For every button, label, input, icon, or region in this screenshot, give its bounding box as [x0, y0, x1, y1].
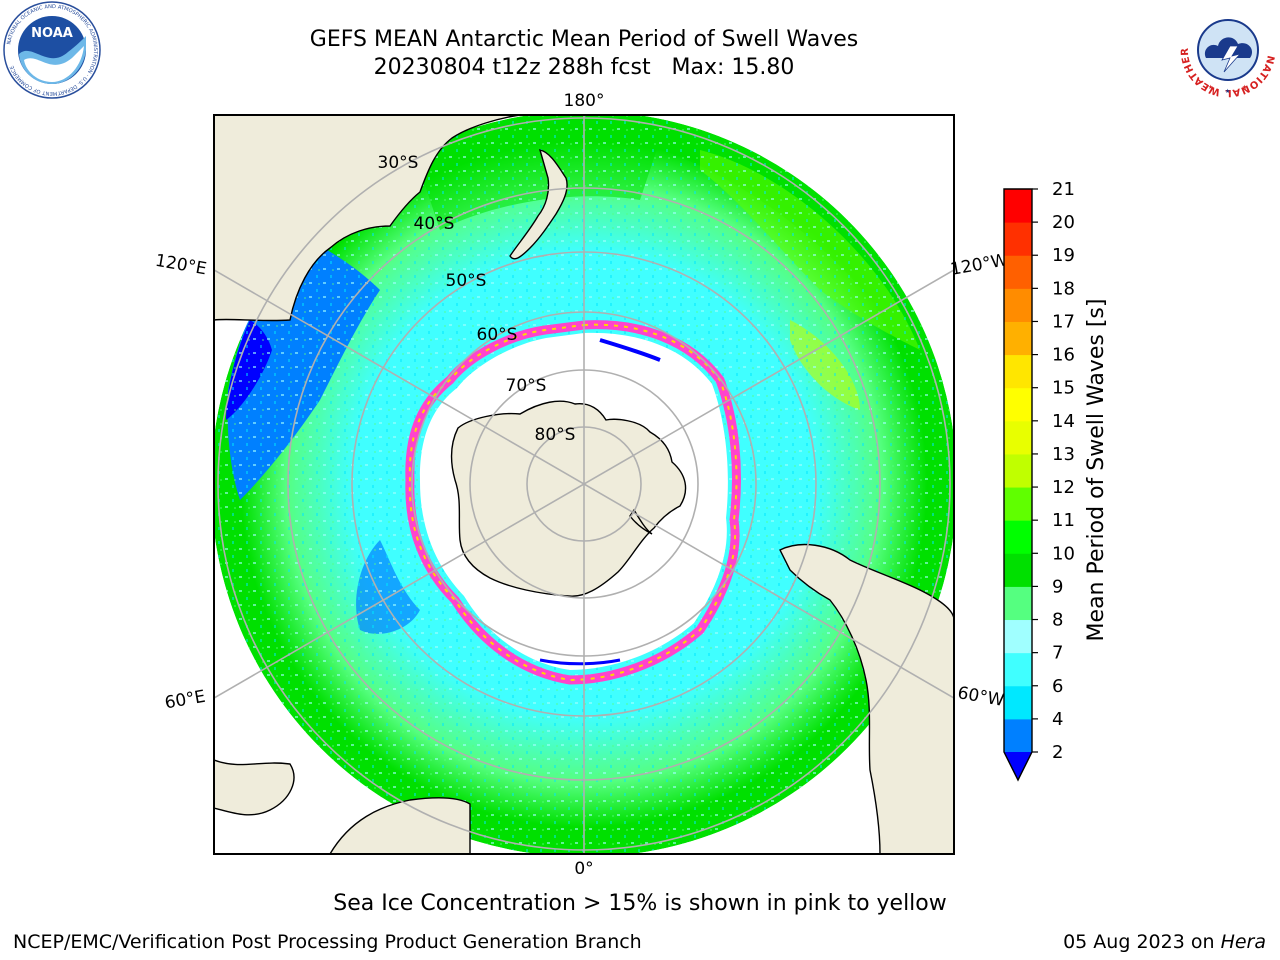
noaa-logo: NATIONAL OCEANIC AND ATMOSPHERIC ADMINIS…	[3, 1, 101, 99]
africa	[329, 797, 471, 854]
colorbar-bin	[1004, 354, 1032, 389]
lat-label-30s: 30°S	[378, 153, 419, 173]
lat-label-70s: 70°S	[506, 376, 547, 396]
svg-text:★: ★	[1242, 84, 1247, 91]
svg-text:★: ★	[1225, 88, 1230, 95]
lon-label-120e: 120°E	[154, 251, 208, 280]
colorbar-bin	[1004, 652, 1032, 687]
antarctica	[450, 400, 687, 597]
date-text: 05 Aug 2023 on	[1063, 931, 1221, 953]
colorbar-tick-label: 14	[1052, 411, 1075, 432]
colorbar-bin	[1004, 718, 1032, 753]
lat-label-40s: 40°S	[414, 214, 455, 234]
noaa-logo-text: NOAA	[31, 26, 73, 41]
lon-label-60e: 60°E	[163, 687, 207, 714]
colorbar-tick-label: 21	[1052, 179, 1075, 200]
sea-ice-note: Sea Ice Concentration > 15% is shown in …	[333, 891, 947, 916]
colorbar-bin	[1004, 321, 1032, 356]
map-area	[214, 115, 954, 854]
colorbar-tick-label: 16	[1052, 345, 1075, 366]
colorbar-bin	[1004, 619, 1032, 654]
graticule	[214, 115, 954, 854]
lat-label-50s: 50°S	[446, 271, 487, 291]
lon-label-60w: 60°W	[956, 683, 1006, 711]
colorbar-bin	[1004, 487, 1032, 521]
colorbar-tick-label: 7	[1052, 643, 1063, 664]
colorbar-tick-label: 15	[1052, 378, 1075, 399]
chart-subtitle: 20230804 t12z 288h fcst Max: 15.80	[373, 55, 795, 80]
colorbar-bin	[1004, 189, 1032, 223]
sea-ice-blue-fringe	[599, 338, 661, 362]
chart-title: GEFS MEAN Antarctic Mean Period of Swell…	[309, 27, 859, 52]
colorbar-bin	[1004, 222, 1032, 256]
map-border	[213, 114, 955, 855]
meridian-60e-120w	[214, 269, 954, 699]
colorbar-label: Mean Period of Swell Waves [s]	[1084, 298, 1109, 642]
colorbar-bin	[1004, 255, 1032, 289]
colorbar-tick-label: 13	[1052, 444, 1075, 465]
colorbar-bins	[1004, 189, 1032, 753]
colorbar-tick-label: 10	[1052, 543, 1075, 564]
colorbar-tick-label: 19	[1052, 245, 1075, 266]
colorbar-bin	[1004, 685, 1032, 720]
colorbar-tick-label: 17	[1052, 311, 1075, 332]
credit-line: NCEP/EMC/Verification Post Processing Pr…	[13, 931, 642, 953]
colorbar-outline	[1003, 188, 1033, 782]
colorbar-tick-label: 20	[1052, 212, 1075, 233]
colorbar-bin	[1004, 387, 1032, 422]
colorbar-under-arrow	[1004, 752, 1032, 780]
colorbar-tick-label: 9	[1052, 576, 1063, 597]
south-america	[779, 543, 954, 854]
colorbar-tick-label: 4	[1052, 709, 1063, 730]
lon-label-180: 180°	[564, 91, 605, 111]
colorbar-bin	[1004, 586, 1032, 621]
madagascar	[214, 759, 295, 816]
colorbar-tick-label: 12	[1052, 477, 1075, 498]
colorbar-bin	[1004, 288, 1032, 322]
antarctic-peninsula	[629, 508, 653, 535]
new-zealand	[509, 149, 568, 260]
date-line: 05 Aug 2023 on Hera	[1063, 933, 1266, 952]
colorbar-tick-label: 2	[1052, 742, 1063, 763]
lat-label-60s: 60°S	[477, 325, 518, 345]
australia-and-asia	[214, 115, 521, 322]
sea-ice-edge-pink	[405, 320, 741, 685]
lon-label-120w: 120°W	[949, 250, 1010, 280]
colorbar-tick-label: 11	[1052, 510, 1075, 531]
colorbar-tick-label: 18	[1052, 278, 1075, 299]
colorbar-bin	[1004, 453, 1032, 488]
colorbar: 2 4 6 7 8 9 10 11 12 13 14 15 16 17 18 19 20 21	[1003, 179, 1075, 782]
colorbar-bin	[1004, 420, 1032, 455]
colorbar-tick-label: 8	[1052, 610, 1063, 631]
colorbar-bin	[1004, 520, 1032, 554]
lat-label-80s: 80°S	[535, 425, 576, 445]
lon-label-0: 0°	[574, 859, 593, 879]
host-name: Hera	[1220, 931, 1266, 953]
nws-logo: NATIONAL WEATHER SERVICE ★ ★ ★	[1178, 0, 1276, 98]
colorbar-tick-label: 6	[1052, 676, 1063, 697]
colorbar-bin	[1004, 553, 1032, 587]
svg-text:★: ★	[1208, 84, 1213, 91]
colorbar-ticks: 2 4 6 7 8 9 10 11 12 13 14 15 16 17 18 19 20 21	[1032, 179, 1075, 763]
land-masses	[214, 115, 954, 854]
